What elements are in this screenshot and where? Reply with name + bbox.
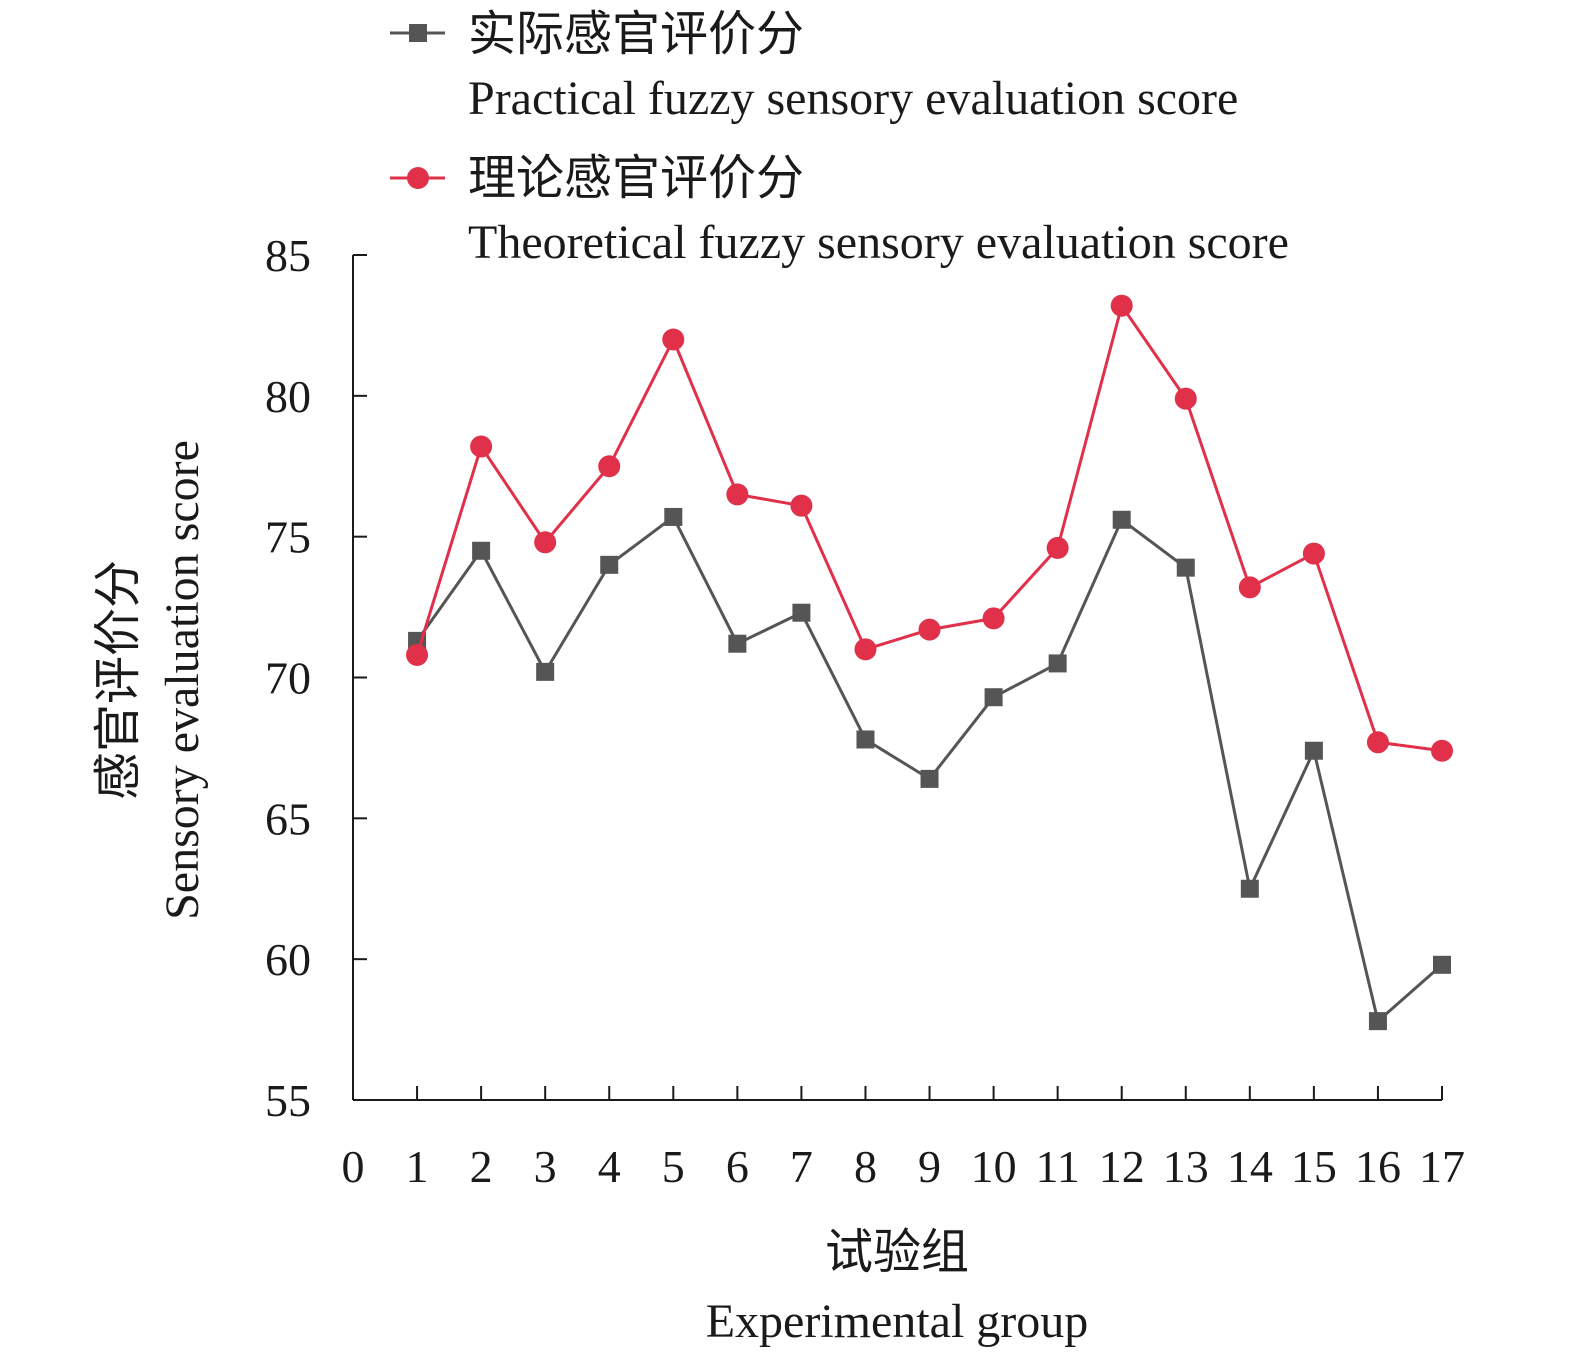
data-point-square — [1433, 955, 1451, 974]
x-tick-label: 2 — [470, 1141, 493, 1192]
x-tick-label: 13 — [1163, 1141, 1209, 1192]
data-point-square — [1240, 879, 1259, 898]
y-tick-label: 65 — [265, 793, 311, 844]
series-layer — [406, 294, 1453, 1031]
legend-item-practical: 实际感官评价分 Practical fuzzy sensory evaluati… — [390, 8, 1238, 125]
y-ticks: 55 60 65 70 75 80 85 — [265, 230, 367, 1126]
data-point-circle — [854, 638, 877, 661]
x-tick-label: 8 — [854, 1141, 877, 1192]
data-point-circle — [470, 435, 493, 458]
data-point-circle — [1174, 387, 1197, 410]
series-line — [415, 304, 1443, 753]
data-point-square — [1112, 510, 1131, 529]
data-point-square — [920, 769, 939, 788]
x-tick-label: 15 — [1291, 1141, 1337, 1192]
x-tick-label: 10 — [971, 1141, 1017, 1192]
data-point-square — [984, 688, 1003, 707]
x-tick-label: 12 — [1099, 1141, 1145, 1192]
data-point-square — [1368, 1012, 1387, 1031]
x-ticks: 0 1 2 3 4 5 6 7 8 9 10 11 12 13 14 15 16 17 — [342, 1086, 1465, 1192]
x-tick-label: 1 — [406, 1141, 429, 1192]
data-point-square — [1176, 558, 1195, 577]
legend-label-practical-en: Practical fuzzy sensory evaluation score — [468, 72, 1238, 125]
legend-marker-circle-icon — [407, 167, 429, 189]
data-point-circle — [534, 531, 557, 554]
x-tick-label: 4 — [598, 1141, 621, 1192]
legend-label-practical-cn: 实际感官评价分 — [468, 8, 804, 61]
data-point-circle — [1366, 731, 1389, 754]
y-tick-label: 80 — [265, 371, 311, 422]
y-tick-label: 60 — [265, 934, 311, 985]
data-point-circle — [598, 455, 621, 478]
y-axis-label: 感官评价分 Sensory evaluation score — [92, 440, 209, 920]
data-point-square — [856, 730, 875, 749]
legend: 实际感官评价分 Practical fuzzy sensory evaluati… — [390, 8, 1289, 269]
y-axis: 55 60 65 70 75 80 85 — [265, 230, 367, 1126]
y-tick-label: 85 — [265, 230, 311, 281]
x-axis-label-en: Experimental group — [706, 1295, 1089, 1348]
data-point-circle — [1238, 576, 1261, 599]
data-point-circle — [1046, 536, 1069, 559]
data-point-circle — [982, 607, 1005, 630]
x-tick-label: 5 — [662, 1141, 685, 1192]
data-point-square — [1048, 654, 1067, 673]
data-point-square — [664, 507, 683, 526]
series-theoretical — [406, 294, 1453, 762]
data-point-circle — [726, 483, 749, 506]
data-point-square — [600, 555, 619, 574]
x-tick-label: 17 — [1419, 1141, 1465, 1192]
x-axis-label: 试验组 Experimental group — [706, 1226, 1089, 1348]
x-tick-label: 0 — [342, 1141, 365, 1192]
data-point-square — [536, 662, 555, 681]
data-point-circle — [406, 643, 429, 666]
y-axis-label-en: Sensory evaluation score — [156, 440, 209, 920]
series-practical — [408, 507, 1451, 1031]
y-tick-label: 75 — [265, 512, 311, 563]
x-tick-label: 11 — [1035, 1141, 1079, 1192]
data-point-circle — [1431, 739, 1453, 762]
x-tick-label: 6 — [726, 1141, 749, 1192]
x-tick-label: 16 — [1355, 1141, 1401, 1192]
x-tick-label: 14 — [1227, 1141, 1273, 1192]
x-axis: 0 1 2 3 4 5 6 7 8 9 10 11 12 13 14 15 16 17 — [342, 1086, 1465, 1192]
legend-marker-square-icon — [409, 24, 427, 42]
x-tick-label: 3 — [534, 1141, 557, 1192]
x-axis-label-cn: 试验组 — [825, 1226, 969, 1279]
data-point-square — [728, 634, 747, 653]
y-tick-label: 55 — [265, 1075, 311, 1126]
x-tick-label: 7 — [790, 1141, 813, 1192]
data-point-square — [1304, 741, 1323, 760]
y-axis-label-cn: 感官评价分 — [92, 560, 145, 800]
legend-label-theoretical-cn: 理论感官评价分 — [468, 152, 804, 205]
series-line — [415, 515, 1443, 1023]
x-tick-label: 9 — [918, 1141, 941, 1192]
y-tick-label: 70 — [265, 653, 311, 704]
data-point-circle — [1110, 294, 1133, 317]
data-point-circle — [1302, 542, 1325, 565]
legend-item-theoretical: 理论感官评价分 Theoretical fuzzy sensory evalua… — [390, 152, 1289, 269]
data-point-square — [472, 541, 491, 560]
legend-label-theoretical-en: Theoretical fuzzy sensory evaluation sco… — [468, 216, 1289, 269]
data-point-circle — [790, 494, 813, 517]
data-point-circle — [918, 618, 941, 641]
data-point-square — [792, 603, 811, 622]
data-point-circle — [662, 328, 685, 351]
